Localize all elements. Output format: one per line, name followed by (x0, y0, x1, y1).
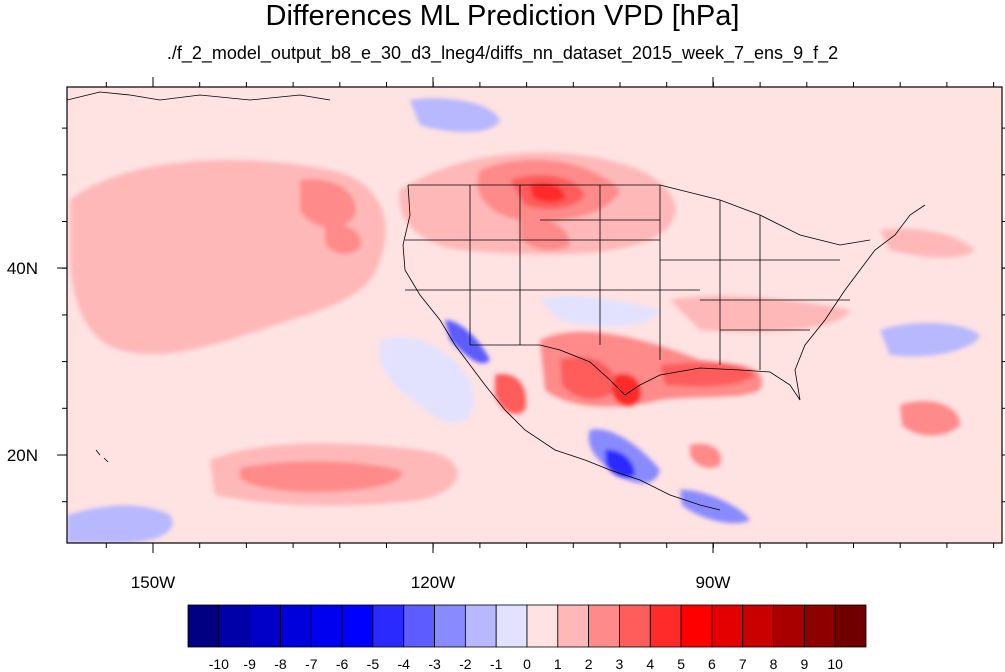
colorbar-swatch (680, 604, 713, 648)
alaska-coast (67, 91, 331, 101)
colorbar-label: 1 (554, 656, 562, 672)
colorbar-swatch (773, 604, 805, 648)
colorbar-label: 7 (739, 656, 747, 672)
map-title: Differences ML Prediction VPD [hPa] (265, 0, 740, 32)
southwest-blue-patch (67, 505, 173, 543)
central-america-blue (680, 489, 750, 524)
lat-label-40n: 40N (7, 259, 38, 278)
colorbar-label: -4 (398, 656, 411, 672)
colorbar-label: -8 (274, 656, 287, 672)
atlantic-warm-spot (900, 401, 960, 436)
state-borders (405, 185, 850, 370)
colorbar-swatch (218, 604, 251, 648)
colorbar-label: -9 (243, 656, 256, 672)
south-pacific-band-core (240, 461, 402, 493)
gulf-coast-peak (612, 373, 641, 407)
colorbar-label: 6 (708, 656, 716, 672)
colorbar-swatch (526, 604, 559, 648)
colorbar-swatch (557, 604, 590, 648)
colorbar-label: 2 (585, 656, 593, 672)
colorbar-swatch (495, 604, 528, 648)
colorbar-swatch (742, 604, 774, 648)
colorbar-label: -3 (428, 656, 441, 672)
map-subtitle: ./f_2_model_output_b8_e_30_d3_lneg4/diff… (166, 43, 839, 63)
colorbar-label: 9 (800, 656, 808, 672)
colorbar-label: -7 (305, 656, 318, 672)
atlantic-blue-patch (880, 323, 980, 357)
us-north-warm-peak (530, 183, 565, 203)
colorbar-swatch (649, 604, 682, 648)
west-coastline (402, 184, 721, 511)
lon-label-120w: 120W (411, 573, 455, 592)
colorbar-swatch (619, 604, 651, 648)
lon-label-150w: 150W (131, 573, 175, 592)
colorbar-swatch (249, 604, 281, 648)
us-mexico-border (470, 344, 561, 351)
colorbar-swatch (434, 604, 466, 648)
colorbar-swatch (588, 604, 620, 648)
colorbar-label: 4 (646, 656, 654, 672)
colorbar-label: -5 (367, 656, 380, 672)
colorbar-label: 5 (677, 656, 685, 672)
lat-label-20n: 20N (7, 446, 38, 465)
colorbar-swatch (280, 604, 312, 648)
colorbar-label: -10 (209, 656, 229, 672)
rockies-warm-area (520, 218, 570, 251)
caribbean-warm-spot (690, 443, 721, 468)
colorbar: -10 -9 -8 -7 -6 -5 -4 -3 -2 -1 0 1 2 3 4 5 6 7 8 9 10 (187, 604, 867, 672)
pacific-anomaly-core (300, 179, 356, 228)
colorbar-label: 8 (770, 656, 778, 672)
colorbar-swatch (464, 604, 497, 648)
colorbar-label: 10 (827, 656, 843, 672)
colorbar-swatch (711, 604, 744, 648)
baja-blue-patch (380, 337, 474, 423)
colorbar-label: 0 (523, 656, 531, 672)
colorbar-label: -1 (490, 656, 503, 672)
colorbar-label: 3 (616, 656, 624, 672)
vpd-difference-field (67, 87, 1002, 543)
pacific-anomaly-core-2 (325, 224, 361, 254)
colorbar-swatch (187, 604, 220, 648)
colorbar-label: -6 (336, 656, 349, 672)
baja-blue-core (445, 320, 490, 364)
colorbar-swatch (403, 604, 435, 648)
east-and-gulf-coastline (559, 204, 926, 401)
texas-warm-core (560, 356, 616, 400)
colorbar-swatch (310, 604, 343, 648)
north-blue-patch (410, 98, 500, 132)
northeast-warm-spot (880, 228, 975, 258)
mexico-warm-core (495, 374, 526, 415)
colorbar-swatch (834, 604, 867, 648)
colorbar-label: -2 (459, 656, 472, 672)
colorbar-swatch (803, 604, 836, 648)
gulf-warm-core (660, 362, 755, 387)
hawaii-islands (95, 449, 109, 463)
coastlines-and-borders (67, 91, 926, 511)
colorbar-swatch (372, 604, 405, 648)
colorbar-swatch (341, 604, 374, 648)
lon-label-90w: 90W (696, 573, 731, 592)
